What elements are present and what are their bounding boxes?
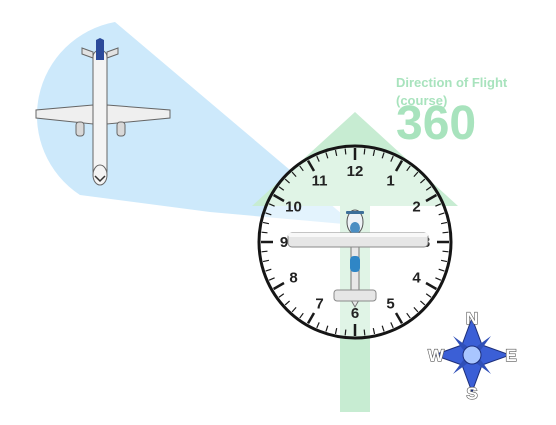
course-heading-value: 360: [396, 97, 477, 150]
clock-minute-tick: [419, 178, 426, 184]
clock-minute-tick: [265, 212, 272, 216]
clock-hour-tick: [425, 281, 438, 291]
clock-minute-tick: [413, 306, 419, 313]
clock-minute-tick: [278, 293, 285, 298]
clock-minute-tick: [325, 152, 329, 159]
clock-minute-tick: [435, 277, 442, 281]
clock-minute-tick: [381, 325, 385, 332]
clock-minute-tick: [299, 312, 304, 319]
clock-number-12: 12: [347, 163, 364, 180]
airliner-icon: [35, 38, 171, 186]
clock-minute-tick: [284, 178, 291, 184]
small-airplane-icon: [287, 209, 429, 309]
clock-minute-tick: [261, 250, 268, 253]
clock-hour-tick: [306, 312, 316, 325]
clock-minute-tick: [261, 231, 268, 234]
clock-minute-tick: [278, 186, 285, 191]
clock-minute-tick: [334, 327, 338, 335]
compass-north-label: N: [466, 309, 478, 328]
clock-number-5: 5: [386, 295, 394, 312]
clock-hour-tick: [272, 281, 285, 291]
clock-minute-tick: [316, 322, 320, 329]
clock-minute-tick: [372, 327, 376, 335]
clock-minute-tick: [265, 268, 272, 272]
clock-minute-tick: [268, 203, 275, 207]
clock-hour-tick: [394, 159, 404, 172]
clock-minute-tick: [316, 155, 320, 162]
course-caption-line1: Direction of Flight: [396, 75, 508, 90]
course-caption: Direction of Flight (course): [396, 74, 507, 110]
clock-minute-tick: [425, 293, 432, 298]
clock-hour-tick: [394, 312, 404, 325]
clock-number-2: 2: [412, 199, 420, 216]
clock-minute-tick: [438, 212, 445, 216]
compass-rose: N S E W: [427, 308, 517, 403]
clock-minute-tick: [262, 221, 270, 225]
clock-minute-tick: [344, 329, 347, 336]
clock-minute-tick: [284, 300, 291, 306]
clock-minute-tick: [363, 329, 366, 336]
clock-minute-tick: [406, 165, 411, 172]
clock-hour-tick: [272, 193, 285, 203]
clock-minute-tick: [291, 306, 297, 313]
clock-number-11: 11: [312, 173, 328, 190]
clock-minute-tick: [435, 203, 442, 207]
clock-minute-tick: [262, 259, 270, 263]
clock-minute-tick: [406, 312, 411, 319]
clock-minute-tick: [268, 277, 275, 281]
clock-number-8: 8: [289, 270, 297, 287]
clock-minute-tick: [299, 165, 304, 172]
clock-minute-tick: [325, 325, 329, 332]
clock-number-7: 7: [315, 295, 323, 312]
clock-number-4: 4: [412, 270, 421, 287]
compass-east-label: E: [505, 346, 516, 365]
clock-minute-tick: [425, 186, 432, 191]
clock-ticks: [261, 148, 449, 336]
clock-minute-tick: [291, 171, 297, 178]
compass-south-label: S: [466, 384, 477, 403]
clock-minute-tick: [419, 300, 426, 306]
course-caption-line2: (course): [396, 93, 448, 108]
clock-minute-tick: [438, 268, 445, 272]
clock-minute-tick: [442, 250, 449, 253]
clock-number-6: 6: [351, 305, 359, 322]
clock-hour-tick: [425, 193, 438, 203]
clock-number-10: 10: [285, 199, 302, 216]
magnify-beam: [36, 22, 356, 225]
clock-minute-tick: [363, 148, 366, 155]
clock-minute-tick: [413, 171, 419, 178]
clock-minute-tick: [334, 149, 338, 157]
clock-minute-tick: [381, 152, 385, 159]
clock-minute-tick: [390, 155, 394, 162]
clock-numbers: 121234567891011: [280, 163, 430, 322]
clock-minute-tick: [372, 149, 376, 157]
clock-number-1: 1: [386, 173, 394, 190]
clock-minute-tick: [390, 322, 394, 329]
clock-minute-tick: [442, 231, 449, 234]
clock-minute-tick: [440, 259, 448, 263]
clock-number-9: 9: [280, 234, 288, 251]
clock-minute-tick: [440, 221, 448, 225]
clock-minute-tick: [344, 148, 347, 155]
clock-hour-tick: [306, 159, 316, 172]
compass-west-label: W: [428, 346, 445, 365]
